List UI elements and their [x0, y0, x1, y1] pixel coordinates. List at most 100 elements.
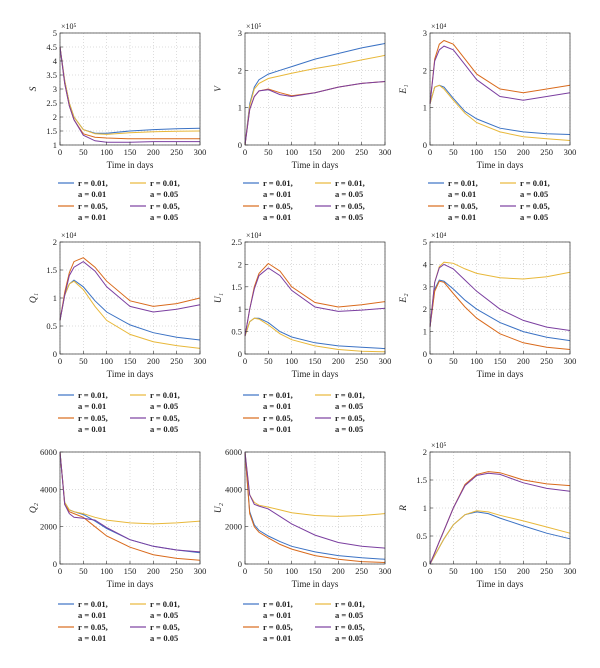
x-tick-label: 250 [540, 356, 553, 366]
legend-label: a = 0.05 [150, 610, 178, 620]
x-tick-label: 300 [379, 356, 392, 366]
legend-label: r = 0.05, [263, 201, 293, 211]
x-tick-label: 0 [58, 147, 62, 157]
legend-label: a = 0.01 [78, 610, 106, 620]
legend-label: a = 0.01 [263, 424, 291, 434]
x-tick-label: 100 [470, 356, 483, 366]
y-tick-label: 5 [53, 28, 57, 38]
legend-label: r = 0.01, [263, 599, 293, 609]
axis-multiplier: ×10⁵ [431, 441, 447, 450]
y-axis-label: U₁ [214, 293, 224, 303]
axis-multiplier: ×10⁵ [61, 22, 77, 31]
legend-label: a = 0.01 [263, 633, 291, 643]
x-tick-label: 100 [470, 566, 483, 576]
legend-label: r = 0.05, [78, 413, 108, 423]
x-tick-label: 250 [540, 566, 553, 576]
y-tick-label: 1.5 [46, 126, 57, 136]
y-tick-label: 1 [423, 103, 427, 113]
x-tick-label: 300 [564, 566, 577, 576]
legend-label: r = 0.01, [263, 178, 293, 188]
x-tick-label: 200 [517, 147, 530, 157]
legend-label: a = 0.05 [335, 424, 363, 434]
x-tick-label: 0 [58, 566, 62, 576]
y-tick-label: 2 [423, 65, 427, 75]
x-axis-label: Time in days [292, 160, 339, 170]
chart-panel: 0 50 100 150 200 250 300 1 1.5 2 2.5 3 3.5 4 4.5 5 Time … [29, 22, 206, 170]
series-line [59, 46, 201, 135]
chart-panel: 0 50 100 150 200 250 300 0 1 2 3 Time in days E₁ ×10⁴ [399, 22, 576, 170]
legend-label: r = 0.05, [78, 201, 108, 211]
y-tick-label: 0 [53, 559, 57, 569]
chart-panel: 0 50 100 150 200 250 300 0 2000 4000 6000 Time in d… [214, 447, 391, 589]
x-tick-label: 300 [194, 356, 207, 366]
x-tick-label: 250 [355, 356, 368, 366]
legend-label: r = 0.05, [78, 622, 108, 632]
y-tick-label: 0 [423, 559, 427, 569]
legend-label: a = 0.01 [263, 610, 291, 620]
legend-label: a = 0.05 [335, 401, 363, 411]
axis-multiplier: ×10⁴ [246, 231, 262, 240]
legend-label: r = 0.05, [335, 413, 365, 423]
series-line [244, 54, 386, 146]
x-tick-label: 200 [332, 566, 345, 576]
legend-label: r = 0.01, [150, 390, 180, 400]
legend-label: a = 0.01 [448, 212, 476, 222]
y-tick-label: 1 [238, 304, 242, 314]
x-tick-label: 0 [243, 147, 247, 157]
x-tick-label: 250 [170, 147, 183, 157]
legend: r = 0.01,a = 0.01r = 0.01,a = 0.05r = 0.… [428, 178, 550, 222]
legend-label: r = 0.01, [520, 178, 550, 188]
y-tick-label: 4000 [225, 484, 242, 494]
x-tick-label: 250 [170, 566, 183, 576]
legend-label: r = 0.01, [150, 599, 180, 609]
x-tick-label: 200 [147, 147, 160, 157]
chart-panel: 0 50 100 150 200 250 300 0 0.5 1 1.5 2 Time in days Q… [29, 231, 206, 379]
series-line [59, 451, 201, 561]
chart-panel: 0 50 100 150 200 250 300 0 2000 4000 6000 Time in d… [29, 447, 206, 589]
x-axis-label: Time in days [107, 369, 154, 379]
x-tick-label: 0 [243, 356, 247, 366]
legend-label: r = 0.05, [263, 622, 293, 632]
y-tick-label: 2 [423, 447, 427, 457]
y-tick-label: 1 [423, 327, 427, 337]
legend-label: r = 0.05, [263, 413, 293, 423]
legend: r = 0.01,a = 0.01r = 0.01,a = 0.05r = 0.… [58, 390, 180, 434]
legend-label: a = 0.05 [150, 189, 178, 199]
y-tick-label: 2 [423, 304, 427, 314]
y-axis-label: U₂ [214, 502, 224, 513]
axis-multiplier: ×10⁴ [431, 231, 447, 240]
y-tick-label: 0 [238, 559, 242, 569]
y-tick-label: 3.5 [46, 70, 57, 80]
y-tick-label: 1.5 [416, 475, 427, 485]
legend-label: r = 0.05, [335, 622, 365, 632]
y-axis-label: Q₂ [29, 502, 39, 513]
x-tick-label: 50 [449, 356, 458, 366]
legend-label: r = 0.01, [150, 178, 180, 188]
y-axis-label: E₂ [399, 293, 409, 304]
x-tick-label: 250 [540, 147, 553, 157]
series-line [59, 257, 201, 321]
x-tick-label: 300 [564, 356, 577, 366]
legend-label: r = 0.05, [150, 622, 180, 632]
x-tick-label: 0 [428, 566, 432, 576]
series-line [429, 45, 571, 104]
x-tick-label: 50 [264, 147, 273, 157]
legend-label: a = 0.05 [335, 212, 363, 222]
y-tick-label: 3 [53, 84, 57, 94]
x-tick-label: 50 [449, 566, 458, 576]
y-tick-label: 3 [423, 28, 427, 38]
y-axis-label: E₁ [399, 84, 409, 94]
x-tick-label: 0 [428, 356, 432, 366]
y-axis-label: V [214, 85, 224, 92]
legend-label: a = 0.01 [78, 189, 106, 199]
y-tick-label: 2000 [40, 522, 57, 532]
x-tick-label: 150 [494, 147, 507, 157]
x-tick-label: 150 [124, 147, 137, 157]
y-tick-label: 0 [238, 349, 242, 359]
y-tick-label: 2 [53, 112, 57, 122]
x-tick-label: 100 [100, 356, 113, 366]
y-axis-label: Q₁ [29, 293, 39, 303]
x-axis-label: Time in days [477, 579, 524, 589]
x-tick-label: 50 [79, 356, 88, 366]
